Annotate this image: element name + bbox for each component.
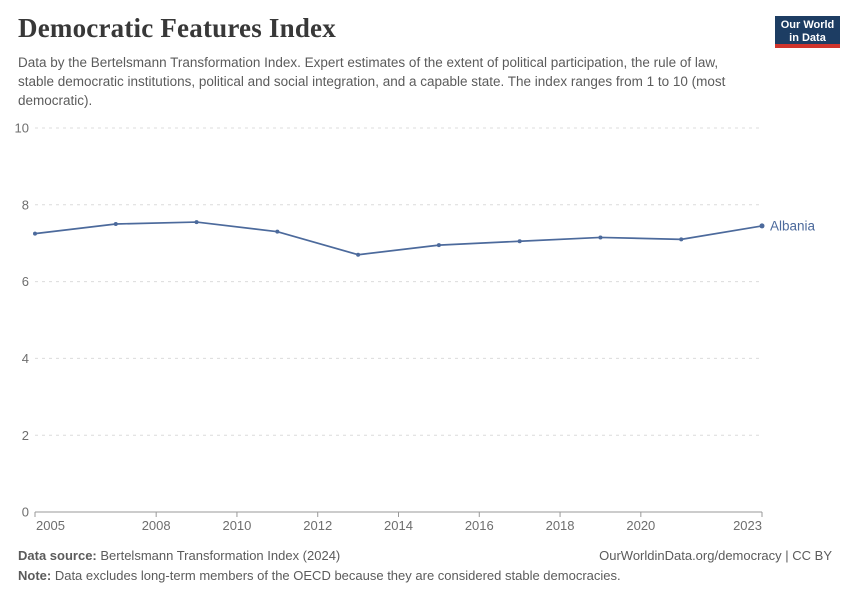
y-tick-label-0: 0 xyxy=(22,505,29,520)
footer-note-row: Note: Data excludes long-term members of… xyxy=(0,566,850,586)
data-point-albania-2017[interactable] xyxy=(517,239,522,244)
data-point-albania-2009[interactable] xyxy=(194,220,199,225)
y-tick-label-6: 6 xyxy=(22,274,29,289)
data-point-albania-2019[interactable] xyxy=(598,235,603,240)
y-tick-label-10: 10 xyxy=(15,121,29,136)
x-tick-label-2023: 2023 xyxy=(733,518,762,533)
data-point-albania-2011[interactable] xyxy=(275,229,280,234)
series-label-albania[interactable]: Albania xyxy=(770,218,816,233)
footer-source-row: Data source: Bertelsmann Transformation … xyxy=(0,546,850,566)
chart-svg[interactable]: 0 2 4 6 8 10 2005 2008 2010 2012 2014 2016 2018 2020 2… xyxy=(0,115,850,545)
owid-logo-line1: Our World xyxy=(780,19,835,31)
chart-subtitle: Data by the Bertelsmann Transformation I… xyxy=(18,55,726,108)
data-point-albania-2005[interactable] xyxy=(33,231,37,236)
y-tick-label-4: 4 xyxy=(22,351,29,366)
x-tick-label-2016: 2016 xyxy=(465,518,494,533)
page-title: Democratic Features Index xyxy=(18,13,336,43)
x-tick-label-2014: 2014 xyxy=(384,518,413,533)
data-point-albania-2015[interactable] xyxy=(436,243,441,248)
data-source-label: Data source: xyxy=(18,548,97,563)
x-tick-label-2020: 2020 xyxy=(626,518,655,533)
data-point-albania-2023[interactable] xyxy=(759,223,765,229)
attribution-link[interactable]: OurWorldinData.org/democracy | CC BY xyxy=(599,548,832,563)
y-tick-label-8: 8 xyxy=(22,197,29,212)
owid-logo[interactable]: Our World in Data xyxy=(775,16,840,48)
note-text: Data excludes long-term members of the O… xyxy=(51,568,621,583)
owid-logo-line2: in Data xyxy=(789,31,826,44)
chart-footer: Data source: Bertelsmann Transformation … xyxy=(0,546,850,586)
x-tick-label-2008: 2008 xyxy=(142,518,171,533)
x-tick-label-2018: 2018 xyxy=(546,518,575,533)
y-tick-label-2: 2 xyxy=(22,428,29,443)
data-point-albania-2021[interactable] xyxy=(679,237,684,242)
x-tick-label-2012: 2012 xyxy=(303,518,332,533)
data-point-albania-2007[interactable] xyxy=(113,222,118,226)
note-label: Note: xyxy=(18,568,52,583)
x-tick-label-2010: 2010 xyxy=(222,518,251,533)
data-point-albania-2013[interactable] xyxy=(356,252,361,257)
chart-area[interactable]: 0 2 4 6 8 10 2005 2008 2010 2012 2014 2016 2018 2020 2… xyxy=(0,115,850,545)
data-source-text: Bertelsmann Transformation Index (2024) xyxy=(96,548,341,563)
x-tick-label-2005: 2005 xyxy=(36,518,65,533)
series-line-albania[interactable] xyxy=(34,221,763,256)
